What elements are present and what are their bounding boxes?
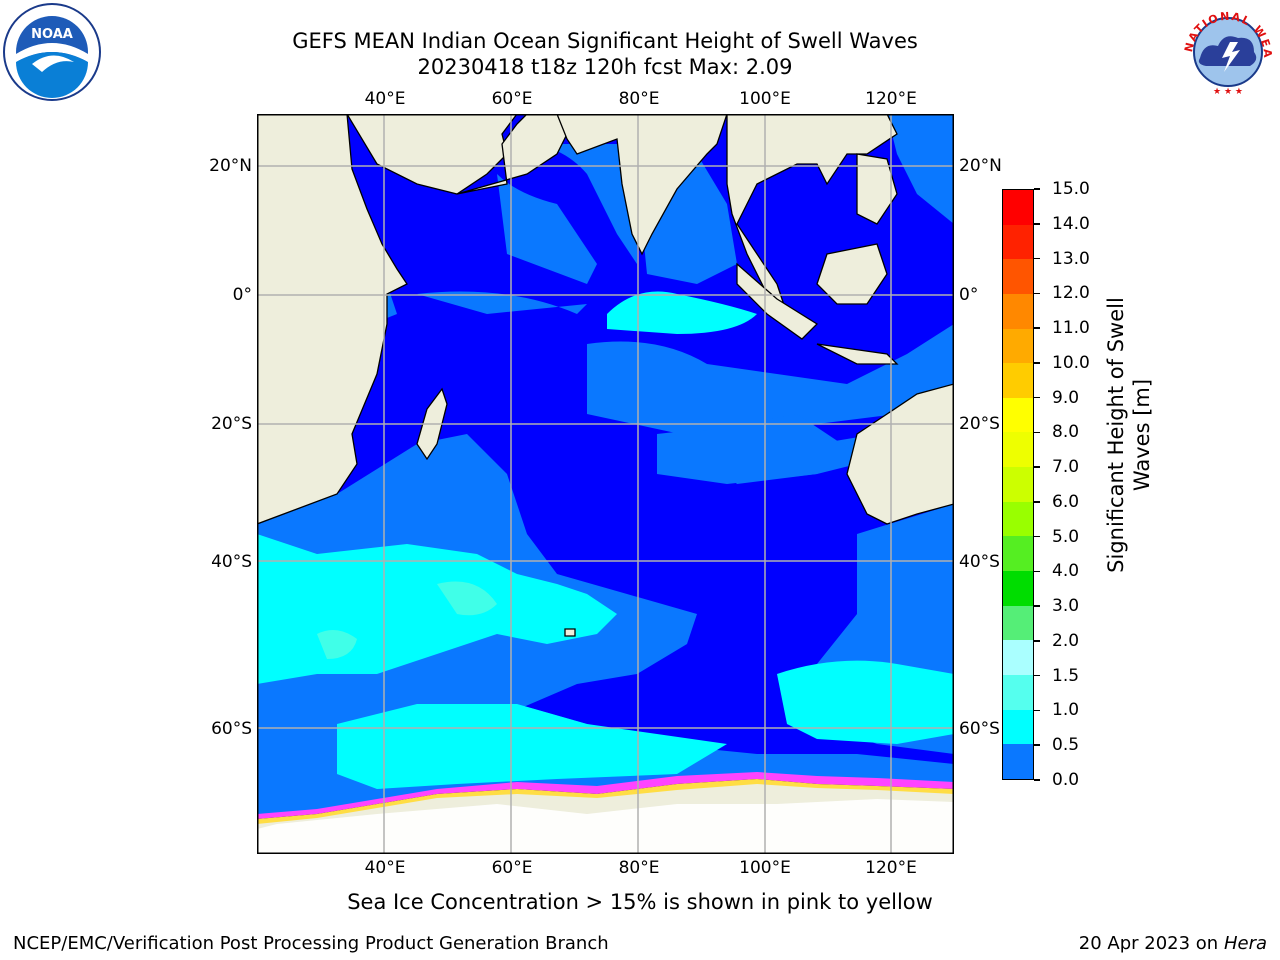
lat-tick-left-40S: 40°S bbox=[211, 552, 252, 572]
colorbar-tick-mark bbox=[1034, 744, 1040, 746]
map-gridlines bbox=[257, 114, 954, 854]
lon-tick-top-80E: 80°E bbox=[618, 89, 660, 109]
lat-tick-left-20S: 20°S bbox=[211, 414, 252, 434]
lat-tick-right-40S: 40°S bbox=[959, 552, 1000, 572]
colorbar-tick-label: 12.0 bbox=[1052, 283, 1090, 304]
ocean-band-1.5-2.0 bbox=[317, 581, 497, 659]
colorbar-segment bbox=[1003, 293, 1033, 329]
colorbar-tick-mark bbox=[1034, 674, 1040, 677]
title-line-1: GEFS MEAN Indian Ocean Significant Heigh… bbox=[292, 29, 918, 53]
colorbar-segment bbox=[1003, 605, 1033, 641]
colorbar-tick-label: 0.5 bbox=[1052, 735, 1080, 756]
colorbar-segment bbox=[1003, 467, 1033, 502]
colorbar-tick-label: 10.0 bbox=[1052, 352, 1090, 373]
colorbar-tick-label: 3.0 bbox=[1052, 596, 1080, 617]
national-weather-service-logo-icon: NATIONAL WEATHER SERVICE ★ ★ ★ bbox=[1173, 0, 1278, 102]
colorbar-tick-label: 5.0 bbox=[1052, 526, 1080, 547]
colorbar-tick-mark bbox=[1034, 709, 1040, 712]
colorbar-segment bbox=[1003, 363, 1033, 398]
colorbar-segment bbox=[1003, 328, 1033, 364]
colorbar-tick-mark bbox=[1034, 640, 1040, 642]
sea-ice-caption: Sea Ice Concentration > 15% is shown in … bbox=[347, 890, 933, 914]
colorbar-segment bbox=[1003, 397, 1033, 433]
colorbar-segment bbox=[1003, 190, 1033, 225]
title-line-2: 20230418 t18z 120h fcst Max: 2.09 bbox=[417, 55, 793, 79]
footer-branch: NCEP/EMC/Verification Post Processing Pr… bbox=[13, 933, 609, 954]
colorbar-tick-mark bbox=[1034, 466, 1040, 468]
colorbar-tick-mark bbox=[1034, 257, 1040, 260]
footer-date-text: 20 Apr 2023 on bbox=[1078, 933, 1224, 954]
lat-tick-right-20N: 20°N bbox=[959, 156, 1002, 176]
footer-date: 20 Apr 2023 on Hera bbox=[1079, 933, 1267, 954]
colorbar-tick-label: 0.0 bbox=[1052, 770, 1080, 790]
colorbar-tick-label: 6.0 bbox=[1052, 491, 1080, 512]
colorbar-segment bbox=[1003, 259, 1033, 294]
lon-tick-bottom-60E: 60°E bbox=[491, 858, 533, 878]
lon-tick-bottom-40E: 40°E bbox=[364, 858, 406, 878]
colorbar-segment bbox=[1003, 744, 1033, 779]
colorbar-tick-mark bbox=[1034, 362, 1040, 364]
lon-tick-bottom-100E: 100°E bbox=[739, 858, 791, 878]
colorbar-tick-label: 11.0 bbox=[1052, 318, 1090, 339]
colorbar-segment bbox=[1003, 709, 1033, 745]
lat-tick-right-0: 0° bbox=[959, 285, 979, 305]
map-panel bbox=[256, 113, 955, 855]
colorbar-label-line-1: Significant Height of Swell bbox=[1104, 297, 1128, 573]
colorbar-tick-mark bbox=[1034, 501, 1040, 503]
colorbar-tick-mark bbox=[1034, 605, 1040, 607]
colorbar-segment bbox=[1003, 571, 1033, 606]
colorbar-segment bbox=[1003, 224, 1033, 260]
map-frame bbox=[257, 114, 954, 854]
lat-tick-left-60S: 60°S bbox=[211, 719, 252, 739]
colorbar-tick-label: 2.0 bbox=[1052, 630, 1080, 651]
colorbar-tick-label: 7.0 bbox=[1052, 457, 1080, 478]
colorbar-tick-label: 15.0 bbox=[1052, 179, 1090, 199]
lon-tick-bottom-80E: 80°E bbox=[618, 858, 660, 878]
colorbar-label: Significant Height of Swell Waves [m] bbox=[1103, 235, 1155, 635]
colorbar-tick-mark bbox=[1034, 188, 1040, 190]
colorbar-tick-label: 9.0 bbox=[1052, 387, 1080, 408]
svg-text:★ ★ ★: ★ ★ ★ bbox=[1213, 87, 1243, 97]
lat-tick-right-20S: 20°S bbox=[959, 414, 1000, 434]
colorbar-tick-label: 8.0 bbox=[1052, 422, 1080, 443]
colorbar-tick-label: 14.0 bbox=[1052, 213, 1090, 234]
lon-tick-top-120E: 120°E bbox=[865, 89, 917, 109]
colorbar-label-line-2: Waves [m] bbox=[1130, 378, 1154, 492]
sea-ice-edge bbox=[257, 772, 954, 854]
colorbar-segment bbox=[1003, 674, 1033, 710]
lat-tick-left-20N: 20°N bbox=[209, 156, 252, 176]
colorbar-tick-mark bbox=[1034, 327, 1040, 329]
colorbar-segment bbox=[1003, 501, 1033, 537]
colorbar-ticks: 15.0 14.0 13.0 12.0 11.0 10.0 9.0 8.0 7.0 6.0 5.0 4… bbox=[1034, 179, 1104, 790]
footer-host: Hera bbox=[1223, 933, 1267, 954]
colorbar-tick-label: 1.5 bbox=[1052, 665, 1080, 686]
colorbar-tick-label: 4.0 bbox=[1052, 561, 1080, 582]
lat-tick-right-60S: 60°S bbox=[959, 719, 1000, 739]
colorbar-tick-mark bbox=[1034, 570, 1040, 573]
lon-tick-top-100E: 100°E bbox=[739, 89, 791, 109]
colorbar-tick-mark bbox=[1034, 292, 1040, 295]
lon-tick-top-40E: 40°E bbox=[364, 89, 406, 109]
swell-height-map bbox=[256, 113, 955, 855]
lon-tick-top-60E: 60°E bbox=[491, 89, 533, 109]
colorbar-tick-mark bbox=[1034, 535, 1040, 538]
colorbar-tick-label: 13.0 bbox=[1052, 248, 1090, 269]
colorbar-tick-label: 1.0 bbox=[1052, 700, 1080, 721]
noaa-logo-icon: NOAA bbox=[2, 2, 102, 102]
colorbar-tick-mark bbox=[1034, 223, 1040, 225]
colorbar-segment bbox=[1003, 640, 1033, 675]
colorbar-tick-mark bbox=[1034, 396, 1040, 399]
colorbar-segment bbox=[1003, 432, 1033, 468]
colorbar bbox=[1002, 189, 1034, 780]
colorbar-tick-mark bbox=[1034, 431, 1040, 434]
lon-tick-bottom-120E: 120°E bbox=[865, 858, 917, 878]
noaa-logo-text: NOAA bbox=[31, 27, 73, 42]
colorbar-tick-mark bbox=[1034, 779, 1040, 781]
lat-tick-left-0: 0° bbox=[232, 285, 252, 305]
chart-title: GEFS MEAN Indian Ocean Significant Heigh… bbox=[0, 28, 1210, 80]
colorbar-segment bbox=[1003, 536, 1033, 572]
